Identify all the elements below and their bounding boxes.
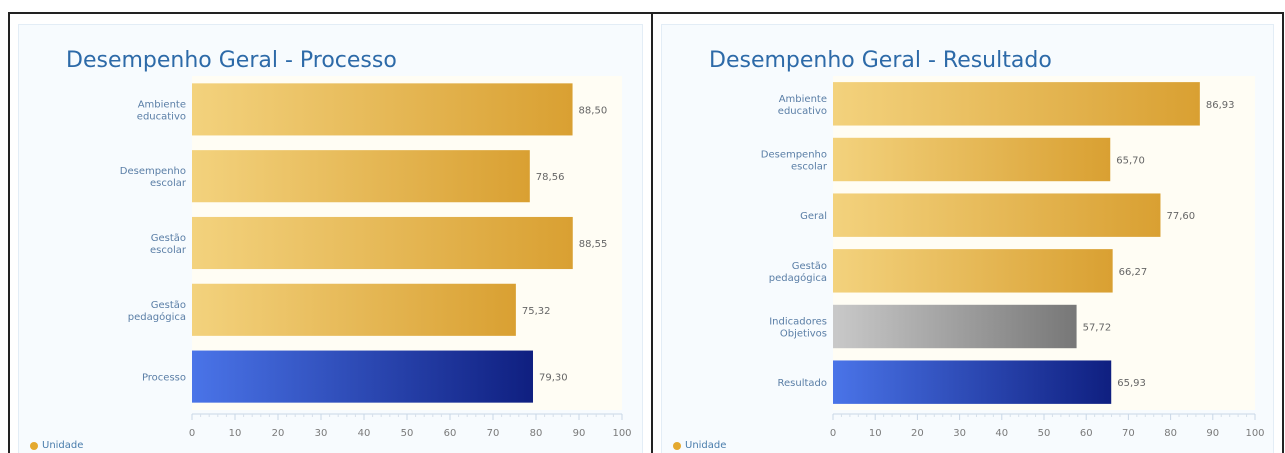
category-label: Gestão	[792, 261, 827, 272]
table-frame	[8, 12, 1284, 453]
bar	[192, 216, 573, 270]
x-tick-label: 80	[530, 428, 543, 439]
chart-panel-processo: Desempenho Geral - Processo 88,50 Ambient…	[10, 14, 651, 453]
data-label: 88,50	[579, 105, 608, 116]
legend[interactable]: Unidade	[30, 440, 83, 451]
bar	[833, 82, 1200, 126]
x-tick-label: 10	[229, 428, 242, 439]
bar-chart-processo: 88,50Ambienteeducativo78,56Desempenhoesc…	[120, 76, 632, 439]
category-label: Objetivos	[780, 329, 827, 340]
category-label: Ambiente	[779, 94, 827, 105]
legend-label: Unidade	[42, 440, 84, 451]
category-label: Ambiente	[138, 99, 186, 110]
x-tick-label: 40	[358, 428, 371, 439]
x-tick-label: 30	[953, 428, 966, 439]
bar	[833, 249, 1113, 293]
legend-marker	[673, 441, 681, 450]
x-tick-label: 0	[830, 428, 836, 439]
data-label: 78,56	[536, 172, 565, 183]
data-label: 88,55	[579, 239, 608, 250]
data-label: 66,27	[1119, 267, 1148, 278]
bar	[833, 193, 1161, 237]
data-label: 57,72	[1083, 323, 1112, 334]
bar	[192, 150, 530, 203]
x-tick-label: 90	[573, 428, 586, 439]
plot-background	[833, 76, 1255, 410]
data-label: 65,70	[1116, 156, 1145, 167]
legend[interactable]: Unidade	[673, 440, 726, 451]
data-label: 77,60	[1166, 211, 1195, 222]
bar	[192, 283, 516, 336]
category-label: Gestão	[151, 300, 186, 311]
x-tick-label: 30	[315, 428, 328, 439]
category-label: escolar	[150, 245, 187, 256]
x-tick-label: 50	[401, 428, 414, 439]
chart-title: Desempenho Geral - Resultado	[709, 48, 1052, 73]
category-label: escolar	[791, 162, 828, 173]
x-tick-label: 70	[1122, 428, 1135, 439]
category-label: Resultado	[778, 378, 828, 389]
data-label: 79,30	[539, 373, 568, 384]
category-label: escolar	[150, 178, 187, 189]
category-label: educativo	[778, 106, 827, 117]
category-label: Desempenho	[761, 150, 827, 161]
data-label: 86,93	[1206, 100, 1235, 111]
x-tick-label: 20	[911, 428, 924, 439]
bar	[833, 137, 1111, 182]
bar	[192, 83, 573, 136]
category-label: Indicadores	[769, 317, 827, 328]
legend-label: Unidade	[685, 440, 727, 451]
panel-divider	[651, 12, 653, 453]
x-tick-label: 60	[444, 428, 457, 439]
x-tick-label: 90	[1206, 428, 1219, 439]
category-label: Gestão	[151, 233, 186, 244]
category-label: Geral	[800, 211, 827, 222]
x-tick-label: 50	[1038, 428, 1051, 439]
x-tick-label: 70	[487, 428, 500, 439]
category-label: educativo	[137, 111, 186, 122]
data-label: 65,93	[1117, 378, 1146, 389]
x-tick-label: 100	[612, 428, 631, 439]
category-label: Desempenho	[120, 166, 186, 177]
bar	[833, 304, 1077, 349]
x-tick-label: 100	[1245, 428, 1264, 439]
legend-marker	[30, 441, 38, 450]
category-label: pedagógica	[769, 272, 827, 284]
bar	[192, 350, 533, 403]
x-tick-label: 60	[1080, 428, 1093, 439]
data-label: 75,32	[522, 306, 551, 317]
x-tick-label: 0	[189, 428, 195, 439]
x-tick-label: 40	[995, 428, 1008, 439]
x-tick-label: 80	[1164, 428, 1177, 439]
x-tick-label: 10	[869, 428, 882, 439]
category-label: pedagógica	[128, 311, 186, 323]
chart-title: Desempenho Geral - Processo	[66, 48, 397, 73]
category-label: Processo	[142, 373, 186, 384]
x-tick-label: 20	[272, 428, 285, 439]
bar	[833, 360, 1112, 404]
chart-panel-resultado: Desempenho Geral - Resultado 86,93 Ambien…	[653, 14, 1282, 453]
